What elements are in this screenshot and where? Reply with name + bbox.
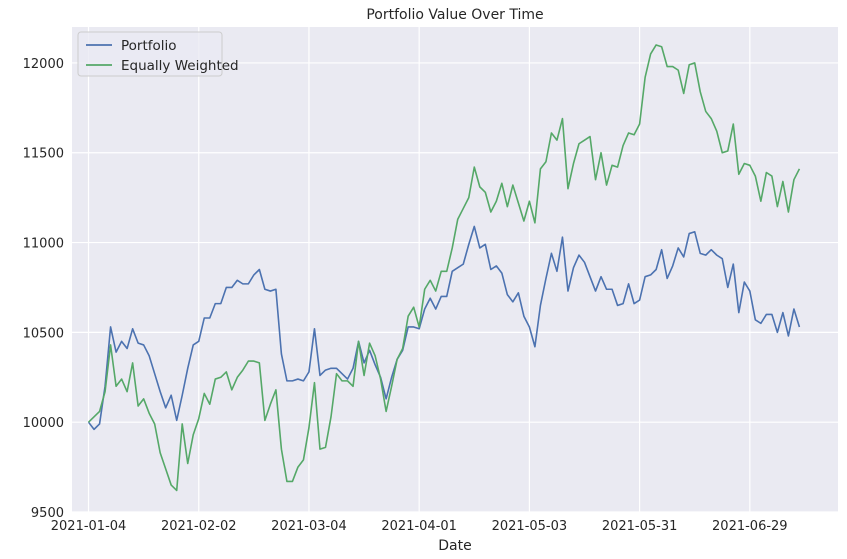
x-tick-label: 2021-06-29 (712, 519, 788, 534)
legend-box (77, 31, 223, 77)
x-axis-label: Date (438, 538, 471, 554)
x-tick-label: 2021-05-03 (492, 519, 568, 534)
y-tick-label: 11500 (23, 147, 64, 162)
series-line-equally-weighted (87, 44, 801, 492)
y-tick-label: 10500 (23, 326, 64, 341)
legend: Portfolio Equally Weighted (77, 31, 239, 77)
chart-title: Portfolio Value Over Time (366, 7, 543, 23)
y-tick-label: 9500 (31, 506, 64, 521)
y-tick-label: 11000 (23, 237, 64, 252)
legend-label: Portfolio (121, 38, 177, 54)
series-line-portfolio (87, 225, 801, 431)
x-tick-label: 2021-02-02 (161, 519, 237, 534)
legend-label: Equally Weighted (121, 58, 239, 74)
x-tick-label: 2021-01-04 (51, 519, 127, 534)
series-lines (87, 44, 801, 492)
grid-lines (72, 27, 838, 513)
y-tick-label: 10000 (23, 416, 64, 431)
x-tick-label: 2021-05-31 (602, 519, 678, 534)
x-axis-ticks: 2021-01-04 2021-02-02 2021-03-04 2021-04-01… (51, 519, 788, 534)
y-axis-ticks: 9500 10000 10500 11000 11500 12000 (23, 57, 64, 521)
x-tick-label: 2021-03-04 (271, 519, 347, 534)
x-tick-label: 2021-04-01 (381, 519, 457, 534)
y-tick-label: 12000 (23, 57, 64, 72)
